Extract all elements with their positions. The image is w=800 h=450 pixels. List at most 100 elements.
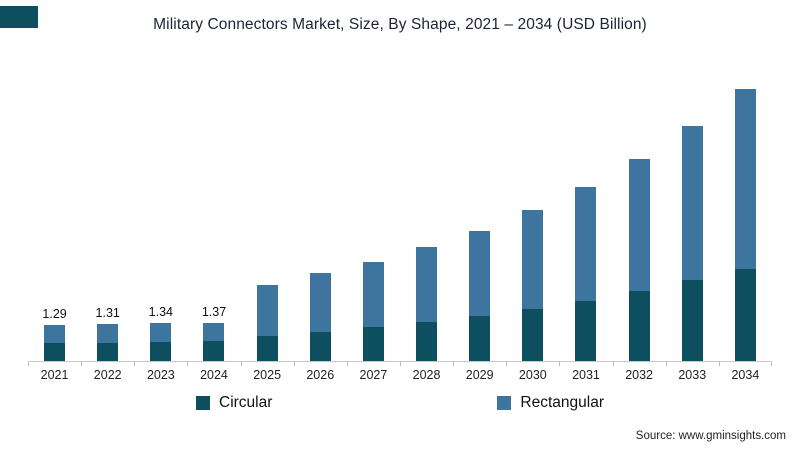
x-axis-label: 2032 <box>625 368 654 382</box>
bar-segment-rectangular <box>97 324 119 343</box>
axis-tick <box>453 362 455 366</box>
axis-tick <box>612 362 614 366</box>
bar-segment-circular <box>44 342 66 361</box>
bar-segment-circular <box>150 341 172 361</box>
legend-label-circular: Circular <box>219 394 273 411</box>
bar-group-2034 <box>719 71 772 361</box>
bar-group-2029 <box>453 213 506 361</box>
bar-value-label: 1.37 <box>201 304 227 319</box>
bar-segment-rectangular <box>256 285 278 336</box>
axis-tick <box>400 362 401 366</box>
bar-segment-circular <box>256 335 278 361</box>
bar-segment-circular <box>681 279 703 361</box>
bar-group-2021: 1.29 <box>28 307 81 361</box>
bar-segment-rectangular <box>362 261 384 328</box>
bar-segment-circular <box>469 316 491 361</box>
source-attribution: Source: www.gminsights.com <box>635 430 786 442</box>
bar-segment-circular <box>575 300 597 361</box>
bar-group-2033 <box>666 108 719 361</box>
bar-group-2022: 1.31 <box>81 306 134 361</box>
axis-tick <box>187 362 189 366</box>
bar-segment-circular <box>416 321 438 361</box>
legend: Circular Rectangular <box>0 394 800 412</box>
x-axis <box>28 362 772 367</box>
bar-segment-rectangular <box>150 323 172 342</box>
bar-group-2023: 1.34 <box>134 305 187 361</box>
stacked-bar <box>150 323 172 361</box>
axis-tick <box>81 362 83 366</box>
legend-swatch-rectangular <box>497 396 512 410</box>
stacked-bar <box>97 324 119 361</box>
x-axis-labels: 2021 2022 2023 2024 2025 2026 2027 2028 2029 2030… <box>28 368 772 382</box>
bar-segment-rectangular <box>44 324 66 343</box>
bar-segment-circular <box>97 342 119 361</box>
stacked-bar <box>734 89 756 361</box>
x-axis-label: 2026 <box>306 368 335 382</box>
stacked-bar <box>469 230 491 361</box>
bar-segment-circular <box>309 331 331 361</box>
x-axis-label: 2029 <box>465 368 494 382</box>
bar-value-label: 1.34 <box>148 305 174 320</box>
bar-segment-rectangular <box>522 209 544 310</box>
stacked-bar <box>362 261 384 361</box>
bar-segment-rectangular <box>309 272 331 332</box>
legend-label-rectangular: Rectangular <box>520 394 604 411</box>
bar-group-2026 <box>294 255 347 361</box>
bar-value-label: 1.31 <box>95 306 120 321</box>
axis-tick <box>293 362 295 366</box>
bar-segment-circular <box>522 309 544 361</box>
bar-segment-rectangular <box>469 230 491 317</box>
bar-group-2028 <box>400 229 453 361</box>
stacked-bar <box>44 324 66 361</box>
x-axis-label: 2034 <box>731 368 760 382</box>
bar-segment-rectangular <box>681 125 703 280</box>
stacked-bar <box>309 272 331 361</box>
x-axis-label: 2027 <box>359 368 388 382</box>
stacked-bar <box>256 285 278 361</box>
axis-tick <box>346 362 348 366</box>
bar-group-2032 <box>613 141 666 361</box>
axis-tick <box>240 362 242 366</box>
bar-segment-rectangular <box>734 89 756 269</box>
bar-segment-circular <box>628 290 650 361</box>
axis-tick <box>506 362 508 366</box>
brand-accent-mark <box>0 6 38 28</box>
x-axis-label: 2021 <box>40 368 69 382</box>
x-axis-label: 2025 <box>253 368 282 382</box>
x-axis-label: 2033 <box>678 368 707 382</box>
bar-segment-circular <box>734 268 756 361</box>
bar-group-2027 <box>347 244 400 361</box>
bar-segment-rectangular <box>628 159 650 291</box>
x-axis-label: 2028 <box>412 368 441 382</box>
stacked-bar <box>203 322 225 361</box>
bar-group-2025 <box>241 267 294 361</box>
legend-item-rectangular: Rectangular <box>497 394 604 412</box>
axis-tick <box>665 362 667 366</box>
bar-segment-rectangular <box>203 322 225 342</box>
axis-tick <box>559 362 561 366</box>
bar-group-2030 <box>506 192 559 361</box>
stacked-bar <box>628 159 650 361</box>
legend-item-circular: Circular <box>196 394 272 412</box>
bar-group-2031 <box>559 169 612 361</box>
chart-title: Military Connectors Market, Size, By Sha… <box>153 16 647 33</box>
plot-area: 1.29 1.31 1.34 1.37 <box>28 42 772 362</box>
x-axis-label: 2030 <box>518 368 547 382</box>
stacked-bar <box>416 247 438 361</box>
stacked-bar <box>575 187 597 361</box>
bar-segment-circular <box>362 327 384 361</box>
axis-tick <box>771 362 772 366</box>
stacked-bar <box>681 125 703 361</box>
x-axis-label: 2031 <box>572 368 600 382</box>
bar-segment-rectangular <box>416 247 438 322</box>
bar-group-2024: 1.37 <box>187 305 240 361</box>
x-axis-label: 2024 <box>200 368 228 382</box>
axis-tick <box>28 362 29 366</box>
axis-tick <box>718 362 720 366</box>
stacked-bar <box>522 209 544 361</box>
bar-segment-rectangular <box>575 187 597 301</box>
x-axis-label: 2023 <box>146 368 175 382</box>
legend-swatch-circular <box>196 396 210 410</box>
axis-tick <box>134 362 136 366</box>
